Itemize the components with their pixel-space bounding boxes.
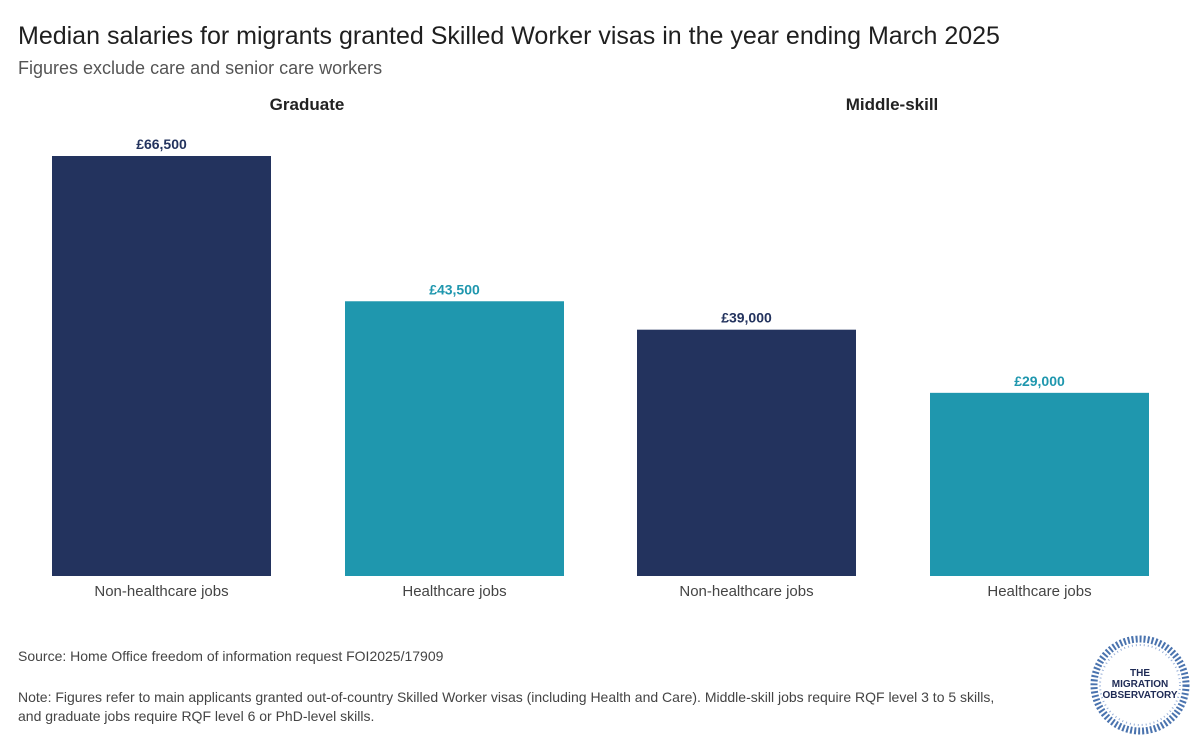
logo-text: THE MIGRATION OBSERVATORY [1085, 668, 1195, 701]
data-label: £66,500 [136, 136, 187, 152]
data-label: £39,000 [721, 310, 772, 326]
category-label: Healthcare jobs [402, 583, 506, 600]
bar-graduate-healthcare[interactable] [345, 301, 564, 576]
data-label: £43,500 [429, 281, 480, 297]
bar-chart: Graduate £66,500 Non-healthcare jobs £43,50… [52, 95, 1149, 600]
chart-title: Median salaries for migrants granted Ski… [18, 22, 1000, 50]
bar-graduate-non-healthcare[interactable] [52, 156, 271, 576]
chart-subtitle: Figures exclude care and senior care wor… [18, 58, 383, 78]
category-label: Non-healthcare jobs [94, 583, 228, 600]
note-text: Note: Figures refer to main applicants g… [18, 688, 1078, 726]
logo-ring-icon [1090, 635, 1190, 735]
category-label: Healthcare jobs [987, 583, 1091, 600]
bar-middle-skill-healthcare[interactable] [930, 392, 1149, 576]
logo-line-1: THE [1130, 668, 1150, 679]
bar-middle-skill-non-healthcare[interactable] [637, 329, 856, 576]
note-line-2: and graduate jobs require RQF level 6 or… [18, 708, 375, 724]
note-line-1: Note: Figures refer to main applicants g… [18, 689, 995, 705]
panel-header-middle-skill: Middle-skill [846, 95, 939, 114]
migration-observatory-logo: THE MIGRATION OBSERVATORY [1085, 630, 1195, 740]
panel-header-graduate: Graduate [270, 95, 345, 114]
data-label: £29,000 [1014, 373, 1065, 389]
category-label: Non-healthcare jobs [679, 583, 813, 600]
source-text: Source: Home Office freedom of informati… [18, 648, 444, 664]
logo-line-2: MIGRATION [1111, 679, 1169, 690]
logo-line-3: OBSERVATORY [1102, 690, 1178, 701]
